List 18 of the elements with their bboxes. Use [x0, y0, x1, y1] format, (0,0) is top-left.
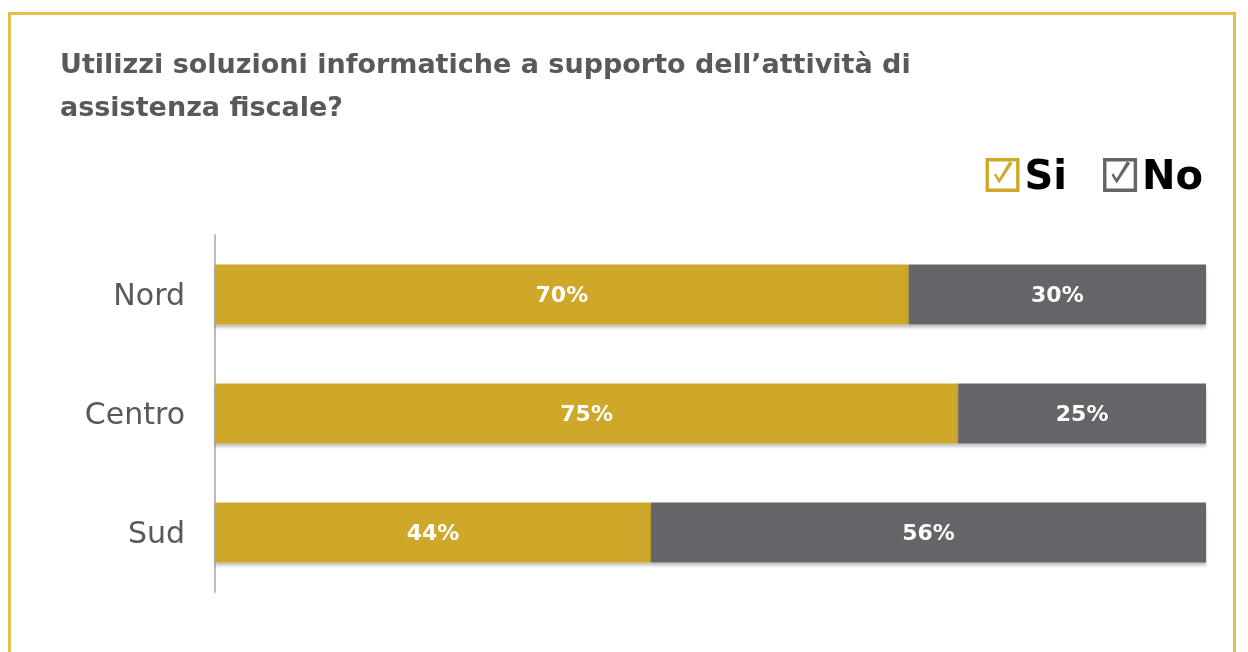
bar: [215, 264, 909, 325]
bar: [215, 502, 652, 563]
legend-label: No: [1142, 152, 1204, 198]
data-label: 25%: [1055, 401, 1109, 426]
bar: [958, 383, 1206, 444]
data-label: 44%: [406, 520, 460, 545]
y-tick-label: Centro: [84, 396, 185, 431]
bar: [908, 264, 1206, 325]
bar: [215, 383, 959, 444]
data-label: 56%: [902, 520, 955, 545]
bar: [651, 502, 1206, 563]
chart-title: Utilizzi soluzioni informatiche a supporto dell’attività di assistenza fiscale?: [60, 47, 912, 125]
data-label: 70%: [535, 282, 589, 307]
y-tick-label: Sud: [127, 515, 185, 550]
legend-label: Si: [1024, 152, 1068, 198]
data-label: 75%: [560, 401, 613, 426]
y-tick-label: Nord: [113, 277, 185, 312]
data-label: 30%: [1031, 282, 1084, 307]
